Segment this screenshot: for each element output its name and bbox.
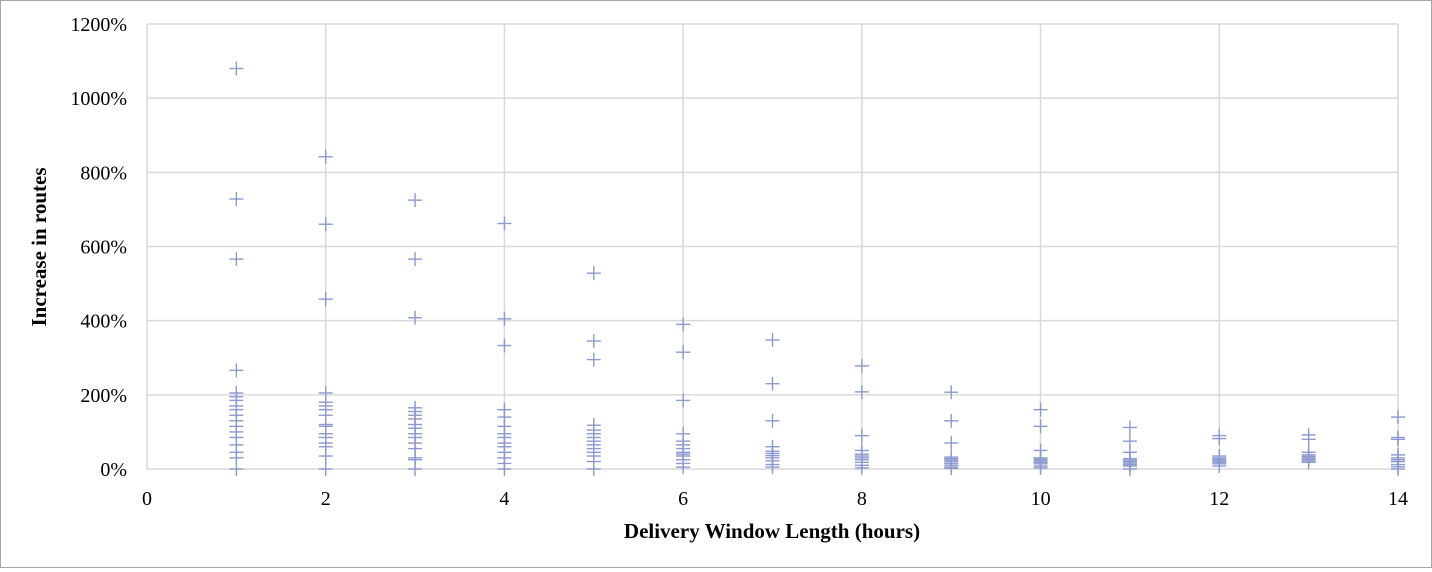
data-markers <box>229 61 1405 476</box>
data-point-marker <box>497 311 512 326</box>
data-point-marker <box>408 310 423 325</box>
x-tick-label: 6 <box>678 488 688 510</box>
x-axis-ticks: 0 2 4 6 8 10 12 14 <box>142 488 1408 510</box>
data-point-marker <box>1033 402 1048 417</box>
x-tick-label: 2 <box>321 488 331 510</box>
data-point-marker <box>944 413 959 428</box>
data-point-marker <box>676 345 691 360</box>
data-point-marker <box>318 217 333 232</box>
data-point-marker <box>408 462 423 476</box>
data-point-marker <box>1391 432 1405 447</box>
data-point-marker <box>676 460 691 475</box>
data-point-marker <box>586 334 601 349</box>
y-tick-label: 800% <box>80 162 127 184</box>
gridlines <box>146 23 1399 470</box>
data-point-marker <box>854 428 869 443</box>
data-point-marker <box>1391 410 1405 425</box>
data-point-marker <box>1391 462 1405 476</box>
data-point-marker <box>586 266 601 281</box>
x-tick-label: 0 <box>142 488 152 510</box>
data-point-marker <box>944 436 959 451</box>
y-tick-label: 400% <box>80 311 127 333</box>
data-point-marker <box>1301 455 1316 470</box>
data-point-marker <box>1033 460 1048 475</box>
data-point-marker <box>229 252 244 267</box>
data-point-marker <box>1033 419 1048 434</box>
data-point-marker <box>318 149 333 164</box>
data-point-marker <box>1122 462 1137 476</box>
data-point-marker <box>586 352 601 367</box>
data-point-marker <box>318 449 333 464</box>
y-tick-label: 0% <box>100 459 127 481</box>
data-point-marker <box>408 193 423 208</box>
data-point-marker <box>318 462 333 476</box>
data-point-marker <box>1212 431 1227 446</box>
x-tick-label: 4 <box>499 488 509 510</box>
data-point-marker <box>408 252 423 267</box>
data-point-marker <box>854 358 869 373</box>
data-point-marker <box>497 216 512 231</box>
data-point-marker <box>944 461 959 476</box>
y-tick-label: 200% <box>80 385 127 407</box>
data-point-marker <box>229 363 244 378</box>
data-point-marker <box>676 317 691 332</box>
x-tick-label: 10 <box>1031 488 1051 510</box>
data-point-marker <box>497 462 512 476</box>
y-tick-label: 600% <box>80 237 127 259</box>
data-point-marker <box>229 192 244 207</box>
data-point-marker <box>944 385 959 400</box>
y-axis-ticks: 0% 200% 400% 600% 800% 1000% 1200% <box>70 14 127 481</box>
data-point-marker <box>229 61 244 76</box>
data-point-marker <box>318 292 333 307</box>
x-tick-label: 14 <box>1388 488 1408 510</box>
data-point-marker <box>854 460 869 475</box>
x-tick-label: 8 <box>857 488 867 510</box>
data-point-marker <box>765 376 780 391</box>
data-point-marker <box>1301 432 1316 447</box>
data-point-marker <box>765 460 780 475</box>
x-axis-title: Delivery Window Length (hours) <box>624 519 920 543</box>
y-tick-label: 1000% <box>70 88 127 110</box>
data-point-marker <box>229 462 244 476</box>
data-point-marker <box>765 413 780 428</box>
x-tick-label: 12 <box>1209 488 1229 510</box>
data-point-marker <box>676 393 691 408</box>
data-point-marker <box>854 384 869 399</box>
data-point-marker <box>1212 459 1227 474</box>
y-tick-label: 1200% <box>70 14 127 36</box>
y-axis-title: Increase in routes <box>27 167 51 326</box>
data-point-marker <box>586 462 601 476</box>
data-point-marker <box>765 332 780 347</box>
data-point-marker <box>1122 420 1137 435</box>
data-point-marker <box>497 338 512 353</box>
